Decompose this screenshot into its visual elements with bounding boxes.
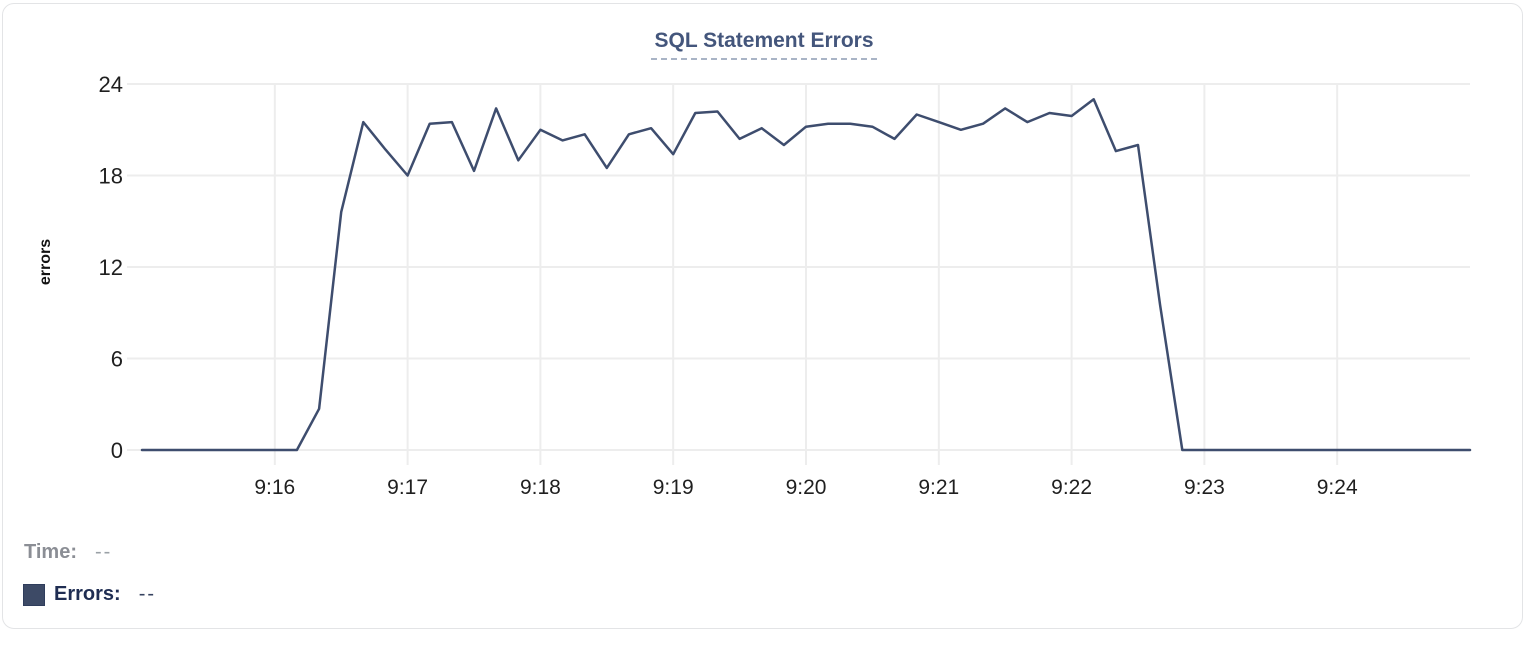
chart-card <box>2 3 1523 629</box>
tooltip-time-label: Time: <box>24 541 77 563</box>
x-tick-label: 9:22 <box>1051 476 1092 499</box>
y-tick-label: 18 <box>99 164 123 189</box>
y-tick-label: 6 <box>111 347 123 372</box>
legend-errors-row: Errors: -- <box>23 583 156 606</box>
chart-header: SQL Statement Errors <box>0 29 1528 60</box>
legend-errors-label: Errors: <box>54 583 121 605</box>
x-tick-label: 9:19 <box>653 476 694 499</box>
tooltip-time-row: Time: -- <box>24 541 112 564</box>
x-tick-label: 9:20 <box>786 476 827 499</box>
x-tick-label: 9:16 <box>254 476 295 499</box>
x-tick-label: 9:23 <box>1184 476 1225 499</box>
x-tick-label: 9:21 <box>918 476 959 499</box>
y-tick-label: 0 <box>111 438 123 463</box>
errors-series-line <box>140 98 1472 452</box>
y-tick-label: 24 <box>99 72 123 97</box>
chart-title[interactable]: SQL Statement Errors <box>651 29 877 60</box>
y-axis-label: errors <box>37 238 54 286</box>
errors-series-swatch <box>23 583 45 606</box>
legend-errors-value: -- <box>138 583 157 605</box>
x-tick-label: 9:17 <box>387 476 428 499</box>
sql-errors-line-chart[interactable]: 0 6 12 18 24 9:16 9:17 9:18 9:19 9:20 9:21 9:22 9:23… <box>0 0 1528 512</box>
x-tick-label: 9:18 <box>520 476 561 499</box>
y-tick-label: 12 <box>99 255 123 280</box>
tooltip-time-value: -- <box>94 541 113 563</box>
x-tick-label: 9:24 <box>1317 476 1358 499</box>
